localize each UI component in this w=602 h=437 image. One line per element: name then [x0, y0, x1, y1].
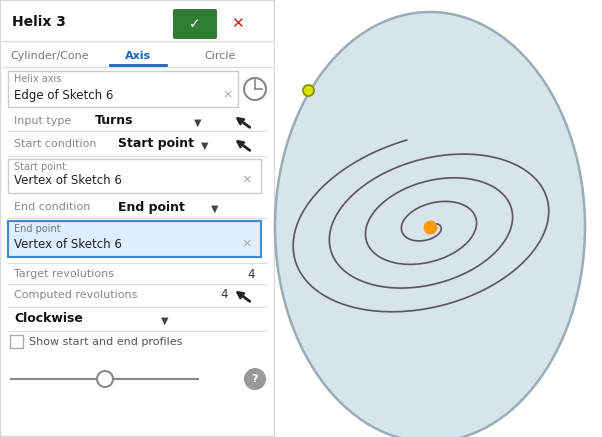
Text: 4: 4	[247, 267, 255, 281]
Bar	[10, 335, 23, 348]
Text: Start point: Start point	[14, 162, 66, 172]
Text: Input type: Input type	[14, 116, 71, 126]
Text: Axis: Axis	[125, 51, 151, 61]
Text: Vertex of Sketch 6: Vertex of Sketch 6	[14, 173, 122, 187]
Text: ▼: ▼	[201, 141, 209, 151]
Text: Clockwise: Clockwise	[14, 312, 83, 326]
Circle shape	[244, 368, 266, 390]
Text: ▼: ▼	[194, 118, 202, 128]
Text: ▼: ▼	[211, 204, 219, 214]
Text: End condition: End condition	[14, 202, 90, 212]
Bar	[8, 221, 261, 257]
Text: Computed revolutions: Computed revolutions	[14, 290, 137, 300]
Text: Helix axis: Helix axis	[14, 74, 61, 84]
Text: ?: ?	[252, 374, 258, 384]
Text: End point: End point	[118, 201, 185, 214]
Text: Vertex of Sketch 6: Vertex of Sketch 6	[14, 237, 122, 250]
Text: ▼: ▼	[161, 316, 169, 326]
Text: ×: ×	[242, 237, 252, 250]
FancyBboxPatch shape	[173, 9, 217, 39]
Text: ✕: ✕	[231, 17, 243, 31]
Text: Edge of Sketch 6: Edge of Sketch 6	[14, 89, 113, 101]
Ellipse shape	[275, 12, 585, 437]
Text: Target revolutions: Target revolutions	[14, 269, 114, 279]
Text: Helix 3: Helix 3	[12, 15, 66, 29]
Circle shape	[97, 371, 113, 387]
Text: Show start and end profiles: Show start and end profiles	[29, 337, 182, 347]
FancyBboxPatch shape	[0, 0, 275, 437]
Text: Start condition: Start condition	[14, 139, 96, 149]
Text: 4: 4	[220, 288, 228, 302]
Bar	[8, 159, 261, 193]
Text: ✓: ✓	[189, 17, 201, 31]
Text: Turns: Turns	[95, 114, 134, 128]
Text: End point: End point	[14, 224, 61, 234]
Text: ×: ×	[242, 173, 252, 187]
Text: ×: ×	[223, 89, 233, 101]
Text: Cylinder/Cone: Cylinder/Cone	[11, 51, 89, 61]
Text: Circle: Circle	[204, 51, 236, 61]
Bar	[8, 71, 238, 107]
Text: Start point: Start point	[118, 138, 194, 150]
